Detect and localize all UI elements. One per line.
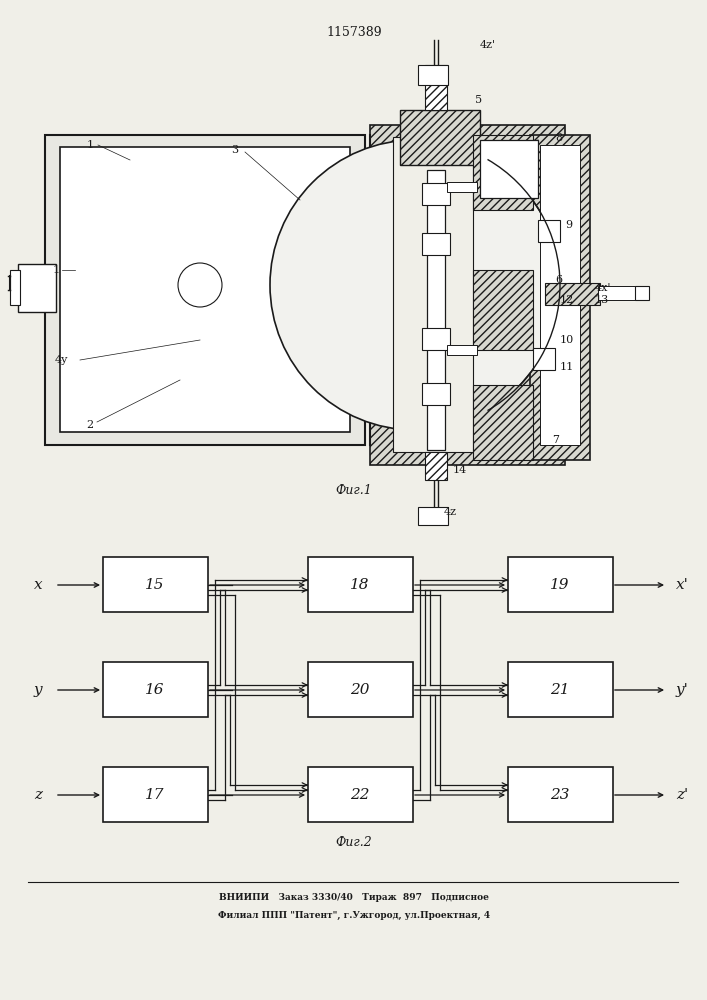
Bar <box>308 662 413 717</box>
Bar <box>473 385 533 460</box>
Text: 23: 23 <box>550 788 570 802</box>
Text: 18: 18 <box>350 578 370 592</box>
Bar <box>393 137 473 452</box>
Bar <box>533 348 555 370</box>
Bar <box>447 345 477 355</box>
Text: 9: 9 <box>565 220 572 230</box>
Bar <box>530 135 590 460</box>
Text: 15: 15 <box>145 578 165 592</box>
Circle shape <box>178 263 222 307</box>
Text: 4x': 4x' <box>595 283 612 293</box>
Bar <box>480 140 538 198</box>
Text: 22: 22 <box>350 788 370 802</box>
Bar <box>598 286 638 300</box>
Text: y: y <box>34 683 42 697</box>
Text: 10: 10 <box>560 335 574 345</box>
Text: 20: 20 <box>350 683 370 697</box>
Bar <box>425 452 447 480</box>
Text: 19: 19 <box>550 578 570 592</box>
Text: 4z': 4z' <box>480 40 496 50</box>
Bar <box>508 662 613 717</box>
Text: x': x' <box>676 578 689 592</box>
Text: 14: 14 <box>453 465 467 475</box>
Text: 3: 3 <box>231 145 238 155</box>
Bar <box>103 767 208 822</box>
Text: Фиг.1: Фиг.1 <box>336 484 373 496</box>
Text: Фиг.2: Фиг.2 <box>336 836 373 848</box>
Text: 12: 12 <box>560 295 574 305</box>
Text: z': z' <box>676 788 688 802</box>
Text: 8: 8 <box>555 133 562 143</box>
Bar <box>422 328 450 350</box>
Bar <box>422 233 450 255</box>
Bar <box>18 264 56 312</box>
Bar <box>418 507 448 525</box>
Bar <box>635 286 649 300</box>
Bar <box>103 557 208 612</box>
Bar <box>45 135 365 445</box>
Bar <box>418 65 448 85</box>
Bar <box>422 183 450 205</box>
Bar <box>308 557 413 612</box>
Text: 6: 6 <box>555 275 562 285</box>
Text: 17: 17 <box>145 788 165 802</box>
Text: 7: 7 <box>552 435 559 445</box>
Text: 4z: 4z <box>443 507 457 517</box>
Bar <box>473 270 533 350</box>
Text: 5: 5 <box>475 95 482 105</box>
Text: 1: 1 <box>86 140 93 150</box>
Bar <box>473 135 533 210</box>
Text: x: x <box>34 578 42 592</box>
Text: 13: 13 <box>595 295 609 305</box>
Bar <box>447 182 477 192</box>
Bar <box>508 557 613 612</box>
Bar <box>60 147 350 432</box>
Bar <box>308 767 413 822</box>
Bar <box>425 65 447 110</box>
Text: z: z <box>34 788 42 802</box>
Text: 2: 2 <box>86 420 93 430</box>
Text: 1157389: 1157389 <box>326 25 382 38</box>
Text: 16: 16 <box>145 683 165 697</box>
Bar <box>10 270 20 305</box>
Bar <box>427 170 445 450</box>
Bar <box>538 220 560 242</box>
Text: Филиал ППП "Патент", г.Ужгород, ул.Проектная, 4: Филиал ППП "Патент", г.Ужгород, ул.Проек… <box>218 910 490 920</box>
Text: 4y: 4y <box>55 355 69 365</box>
Circle shape <box>270 140 560 430</box>
Text: 11: 11 <box>560 362 574 372</box>
Bar <box>400 110 480 165</box>
Text: 1: 1 <box>53 265 60 275</box>
Text: ВНИИПИ   Заказ 3330/40   Тираж  897   Подписное: ВНИИПИ Заказ 3330/40 Тираж 897 Подписное <box>219 892 489 902</box>
Bar <box>370 125 565 465</box>
Text: 21: 21 <box>550 683 570 697</box>
Text: y': y' <box>676 683 689 697</box>
Bar <box>540 145 580 445</box>
Bar <box>422 383 450 405</box>
Bar <box>103 662 208 717</box>
Bar <box>508 767 613 822</box>
Bar <box>545 283 600 305</box>
